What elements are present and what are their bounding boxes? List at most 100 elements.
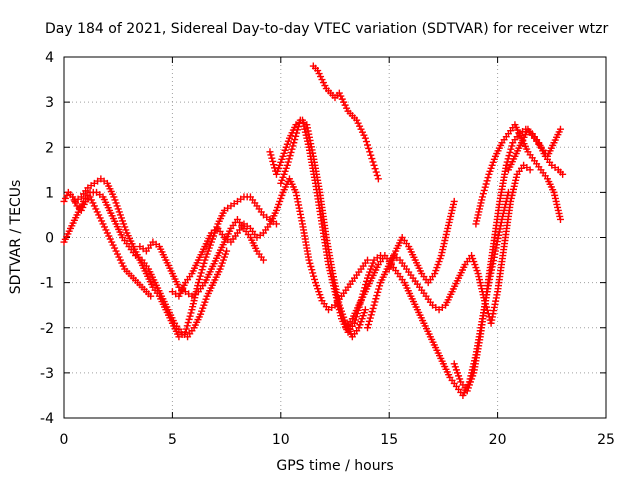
data-point [526,166,534,174]
data-point [367,311,375,319]
x-axis-label: GPS time / hours [276,458,393,474]
data-point [195,275,203,283]
data-point [351,319,359,327]
data-point [198,266,206,274]
data-point [370,301,378,309]
data-point [371,298,379,306]
data-point [374,288,382,296]
data-point [288,145,296,153]
data-point [267,151,275,159]
axis-tick-labels: 0 5 10 15 20 25 -4 -3 -2 -1 0 1 2 3 4 [40,50,615,448]
data-point [506,148,514,156]
data-point [367,151,375,159]
data-point [286,152,294,160]
data-point [483,177,491,185]
chart-title: Day 184 of 2021, Sidereal Day-to-day VTE… [45,21,609,37]
data-point [556,215,564,223]
x-tick-label: 10 [272,432,290,448]
data-point [364,324,372,332]
data-point [364,256,372,264]
data-point [371,165,379,173]
data-point [556,125,564,133]
data-point [484,174,492,182]
y-tick-label: 2 [45,140,54,156]
data-point [450,197,458,205]
data-point [223,247,231,255]
data-point [308,266,316,274]
data-point [259,256,267,264]
y-tick-label: -4 [40,411,54,427]
data-point [289,142,297,150]
y-tick-label: 0 [45,231,54,247]
data-point [285,155,293,163]
x-tick-label: 15 [380,432,398,448]
y-tick-label: 3 [45,95,54,111]
data-point [305,256,313,264]
data-point [290,139,298,147]
data-point [373,292,381,300]
data-point [370,161,378,169]
data-point [309,269,317,277]
x-tick-label: 25 [597,432,615,448]
data-point [291,136,299,144]
y-tick-label: 4 [45,50,54,66]
data-point [368,308,376,316]
data-point [373,171,381,179]
data-point [311,275,319,283]
data-point [270,161,278,169]
data-point [481,183,489,191]
axis-ticks [63,56,607,419]
data-point [479,190,487,198]
data-point [184,319,192,327]
data-point [366,314,374,322]
data-point [181,328,189,336]
data-point [272,220,280,228]
x-tick-label: 20 [489,432,507,448]
data-point [480,186,488,194]
data-point [292,132,300,140]
y-tick-label: -1 [40,276,54,292]
data-point [374,175,382,183]
data-point [366,148,374,156]
data-point [266,148,274,156]
data-point [368,155,376,163]
data-point [293,129,301,137]
data-point [200,259,208,267]
data-point [269,157,277,165]
data-point [199,263,207,271]
data-point [369,158,377,166]
data-point [183,322,191,330]
y-tick-label: -2 [40,321,54,337]
data-points [60,62,567,399]
data-point [306,259,314,267]
data-point [361,134,369,142]
y-tick-label: -3 [40,366,54,382]
data-point [365,144,373,152]
data-point [294,126,302,134]
data-point [182,325,190,333]
data-point [310,272,318,280]
data-point [375,285,383,293]
data-point [364,141,372,149]
x-tick-label: 0 [60,432,69,448]
data-point [196,272,204,280]
y-axis-label: SDTVAR / TECUs [8,180,24,295]
data-point [187,309,195,317]
data-point [197,269,205,277]
data-point [284,158,292,166]
data-point [478,193,486,201]
data-point [362,138,370,146]
data-point [369,304,377,312]
grid [64,57,606,418]
data-point [351,316,359,324]
data-point [361,306,369,314]
data-point [507,145,515,153]
data-point [283,161,291,169]
data-point [287,148,295,156]
data-point [365,317,373,325]
data-point [372,295,380,303]
data-point [508,142,516,150]
data-point [364,321,372,329]
data-point [307,263,315,271]
